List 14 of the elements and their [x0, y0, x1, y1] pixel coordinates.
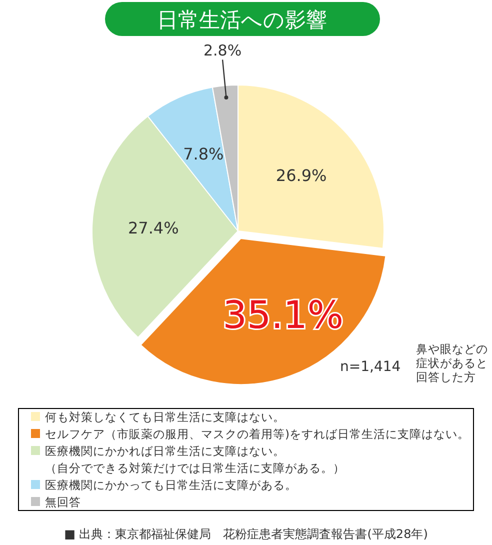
data-label: 26.9% [276, 166, 327, 185]
legend-label: 医療機関にかかっても日常生活に支障がある。 [45, 478, 297, 492]
text: n=1,414 [340, 359, 401, 375]
chart-title: 日常生活への影響 [157, 8, 327, 32]
legend-label: 医療機関にかかれば日常生活に支障はない。（自分でできる対策だけでは日常生活に支障がある。） [45, 444, 345, 475]
legend-label: 無回答 [45, 495, 81, 509]
data-label: 35.1% [222, 292, 344, 337]
text: 鼻や眼などの症状があると回答した方 [416, 342, 488, 384]
data-label: 27.4% [128, 218, 179, 238]
legend-label: 何も対策しなくても日常生活に支障はない。 [45, 410, 285, 424]
data-label: 7.8% [183, 144, 224, 164]
legend-label: セルフケア（市販薬の服用、マスクの着用等)をすれば日常生活に支障はない。 [45, 427, 470, 441]
data-label: 2.8% [203, 42, 242, 60]
text: ■ 出典：東京都福祉保健局 花粉症患者実態調査報告書(平成28年) [64, 527, 428, 541]
